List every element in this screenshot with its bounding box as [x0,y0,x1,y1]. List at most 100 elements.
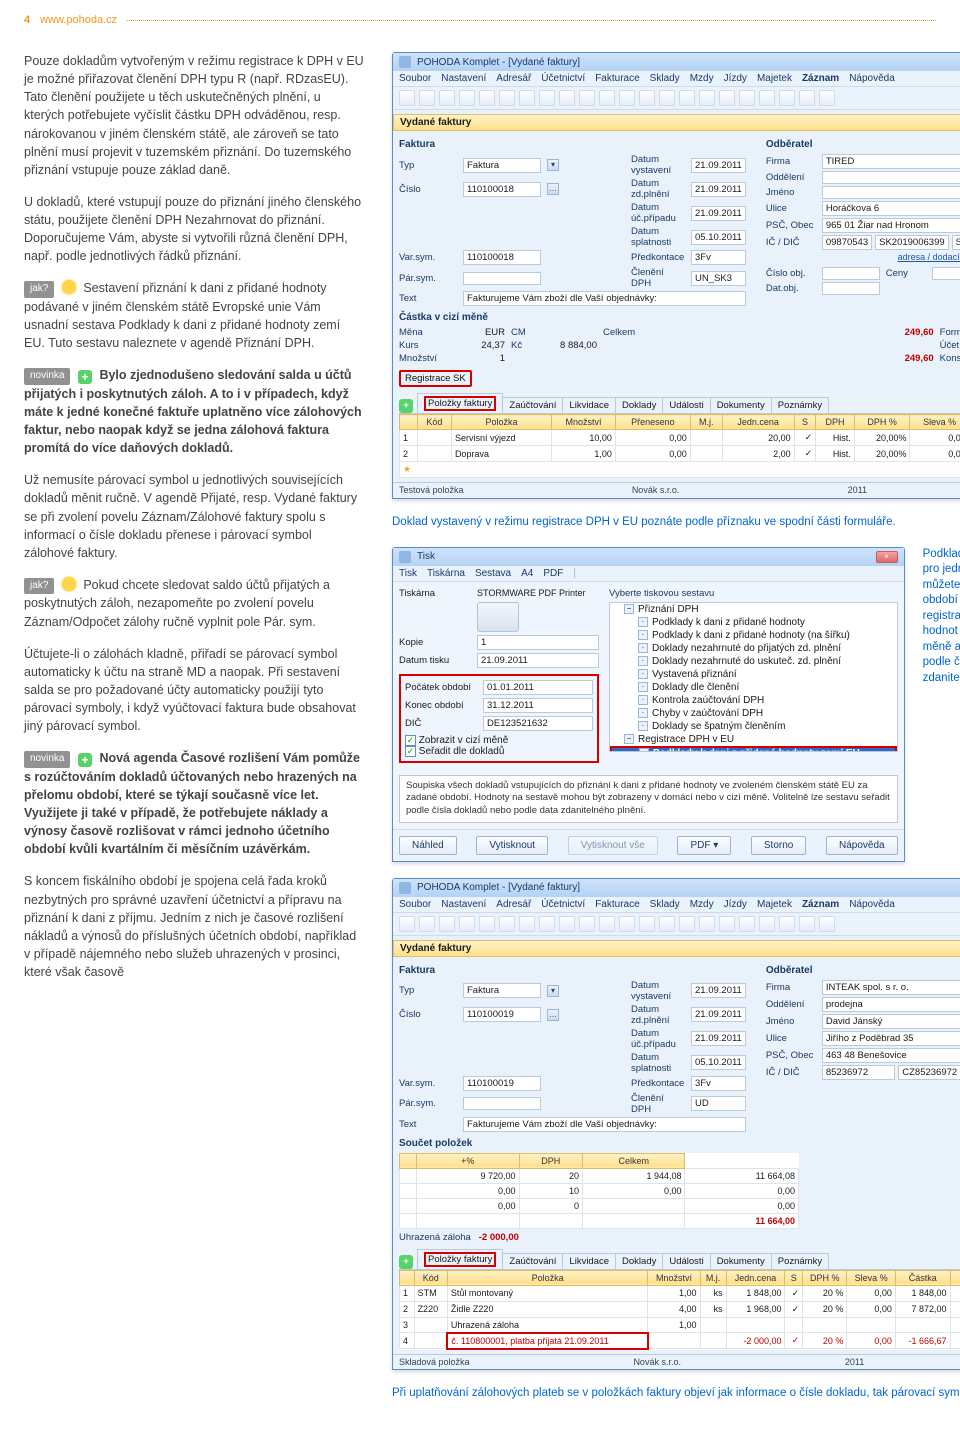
tab-0[interactable]: Položky faktury [417,1249,503,1269]
tab-1[interactable]: Zaúčtování [502,1253,563,1269]
menu-soubor[interactable]: Soubor [399,73,431,84]
toolbar-button[interactable] [559,90,575,106]
tab-0[interactable]: Položky faktury [417,393,503,413]
menu-fakturace[interactable]: Fakturace [595,899,639,910]
toolbar-button[interactable] [819,916,835,932]
menu-mzdy[interactable]: Mzdy [690,73,714,84]
toolbar-button[interactable] [679,916,695,932]
val-clen[interactable]: UD [691,1096,746,1111]
val-kurs[interactable]: 24,37 [465,340,505,351]
toolbar-button[interactable] [779,90,795,106]
toolbar-button[interactable] [719,90,735,106]
toolbar-button[interactable] [519,916,535,932]
menu-adresář[interactable]: Adresář [496,73,531,84]
toolbar-button[interactable] [539,916,555,932]
tree-node[interactable]: ·Chyby v zaúčtování DPH [610,707,897,720]
tree-node[interactable]: −Přiznání DPH [610,603,897,616]
val-vs[interactable]: 110100019 [463,1076,541,1091]
menubar[interactable]: SouborNastaveníAdresářÚčetnictvíFakturac… [393,897,960,913]
tab-3[interactable]: Doklady [615,397,663,413]
tab-6[interactable]: Poznámky [771,397,829,413]
menu-nastavení[interactable]: Nastavení [441,73,486,84]
toolbar-button[interactable] [599,916,615,932]
val-dt[interactable]: 21.09.2011 [477,653,599,668]
toolbar-button[interactable] [559,916,575,932]
toolbar-button[interactable] [499,90,515,106]
toolbar-button[interactable] [799,916,815,932]
tab-3[interactable]: Doklady [615,1253,663,1269]
toolbar-button[interactable] [499,916,515,932]
val-psc[interactable]: 463 48 Benešovice [822,1048,960,1063]
dlg-tab[interactable]: Tisk [399,568,417,579]
toolbar-button[interactable] [819,90,835,106]
val-dic[interactable]: DE123521632 [483,716,593,731]
detail-tabs[interactable]: + Položky fakturyZaúčtováníLikvidaceDokl… [399,1249,960,1270]
menu-majetek[interactable]: Majetek [757,73,792,84]
val-dic[interactable]: CZ85236972 [898,1065,960,1080]
toolbar-button[interactable] [479,916,495,932]
val-psc[interactable]: 965 01 Žiar nad Hronom [822,218,960,233]
menu-účetnictví[interactable]: Účetnictví [541,73,585,84]
tree-node[interactable]: ·Podklady k dani z přidané hodnoty zemí … [610,746,897,752]
tab-5[interactable]: Dokumenty [710,397,772,413]
menu-záznam[interactable]: Záznam [802,899,839,910]
val-cislo[interactable]: 110100018 [463,182,541,197]
menu-fakturace[interactable]: Fakturace [595,73,639,84]
val-printer[interactable]: STORMWARE PDF Printer [477,588,599,598]
tab-add[interactable]: + [399,1255,413,1269]
detail-tabs[interactable]: + Položky fakturyZaúčtováníLikvidaceDokl… [399,393,960,414]
dd[interactable]: … [547,1009,559,1021]
val-dic[interactable]: SK2019006399 [875,235,949,250]
val-ul[interactable]: Horáčkova 6 [822,201,960,216]
dlg-btn-4[interactable]: Storno [751,836,806,855]
toolbar-button[interactable] [539,90,555,106]
val-po[interactable]: 01.01.2011 [483,680,593,695]
val-clen[interactable]: UN_SK3 [691,271,746,286]
toolbar[interactable] [393,913,960,936]
items-grid[interactable]: KódPoložkaMnožstvíM.j.Jedn.cenaSDPH %Sle… [399,1270,960,1350]
toolbar-button[interactable] [439,90,455,106]
val-mena[interactable]: EUR [465,327,505,338]
tab-4[interactable]: Události [662,397,710,413]
val-typ[interactable]: Faktura [463,158,541,173]
toolbar-button[interactable] [439,916,455,932]
toolbar-button[interactable] [519,90,535,106]
close-button[interactable]: × [876,551,898,563]
menu-jízdy[interactable]: Jízdy [724,73,747,84]
tree-node[interactable]: ·Doklady dle členění [610,681,897,694]
val-duzp[interactable]: 21.09.2011 [691,1031,746,1046]
dd-typ[interactable]: ▾ [547,159,559,171]
print-tabs[interactable]: TiskTiskárnaSestavaA4PDF| [393,566,904,582]
val-datobj[interactable] [822,282,880,295]
val-firma[interactable]: INTEAK spol. s r. o. [822,980,960,995]
dd-cislo[interactable]: … [547,183,559,195]
toolbar-button[interactable] [459,916,475,932]
menu-nastavení[interactable]: Nastavení [441,899,486,910]
toolbar-button[interactable] [739,916,755,932]
menu-účetnictví[interactable]: Účetnictví [541,899,585,910]
tab-5[interactable]: Dokumenty [710,1253,772,1269]
val-cobj[interactable] [822,267,880,280]
val-ps[interactable] [463,272,541,285]
val-jm[interactable]: David Jánský [822,1014,960,1029]
toolbar-button[interactable] [399,916,415,932]
chk-cizi-mena[interactable]: ✓ [405,735,416,746]
tree-node[interactable]: ·Doklady se špatným členěním [610,720,897,733]
menu-záznam[interactable]: Záznam [802,73,839,84]
tree-node[interactable]: ·Kontrola zaúčtování DPH [610,694,897,707]
tab-1[interactable]: Zaúčtování [502,397,563,413]
toolbar[interactable] [393,87,960,110]
val-mn[interactable]: 1 [465,353,505,364]
menubar[interactable]: Soubor Nastavení Adresář Účetnictví Fakturac… [393,71,960,87]
toolbar-button[interactable] [579,90,595,106]
val-odd[interactable] [822,171,960,184]
val-dz[interactable]: 21.09.2011 [691,182,746,197]
menu-soubor[interactable]: Soubor [399,899,431,910]
val-dv[interactable]: 21.09.2011 [691,158,746,173]
menu-jízdy[interactable]: Jízdy [724,899,747,910]
toolbar-button[interactable] [419,916,435,932]
toolbar-button[interactable] [699,916,715,932]
toolbar-button[interactable] [799,90,815,106]
tab-add[interactable]: + [399,399,413,413]
val-dz[interactable]: 21.09.2011 [691,1007,746,1022]
